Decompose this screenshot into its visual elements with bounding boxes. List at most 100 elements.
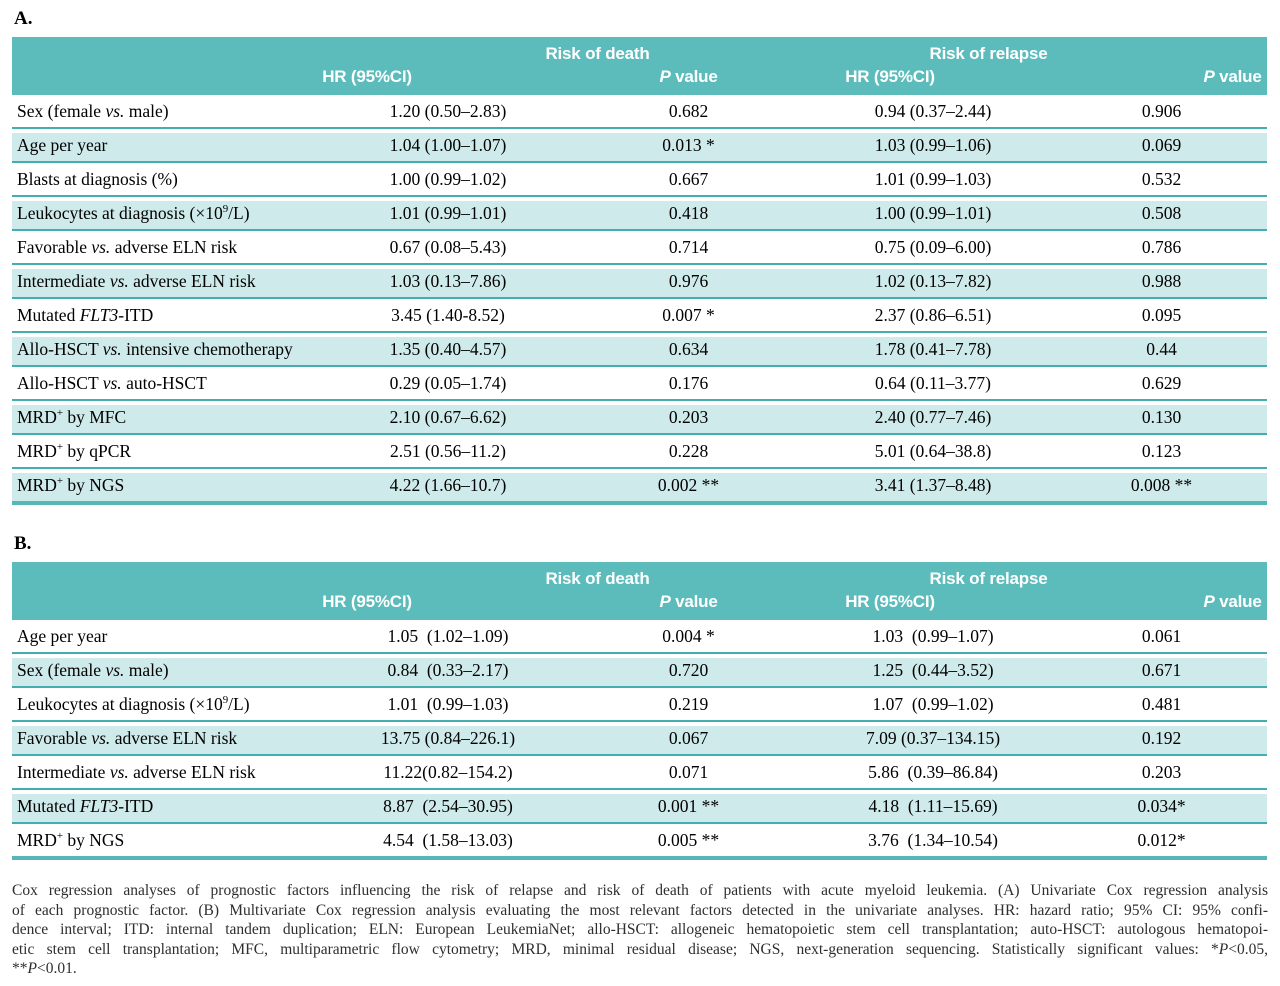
empty-corner-cell	[12, 590, 329, 620]
table-row: Leukocytes at diagnosis (×109/L) 1.01 (0.…	[12, 196, 1268, 231]
hr-death-value: 1.35 (0.40–4.57)	[329, 332, 567, 367]
p-relapse-value: 0.44	[1056, 332, 1268, 367]
col-header-hr-relapse: HR (95%CI)	[810, 65, 1057, 95]
hr-relapse-value: 2.40 (0.77–7.46)	[810, 400, 1057, 435]
col-header-p-death: P value	[567, 65, 811, 95]
col-header-p-death: P value	[567, 590, 811, 620]
p-death-value: 0.720	[567, 653, 811, 688]
table-row: Blasts at diagnosis (%) 1.00 (0.99–1.02) 0…	[12, 162, 1268, 197]
p-relapse-value: 0.123	[1056, 434, 1268, 469]
p-death-value: 0.682	[567, 95, 811, 129]
table-row: MRD+ by NGS 4.22 (1.66–10.7) 0.002 ** 3.41 …	[12, 468, 1268, 505]
p-relapse-value: 0.130	[1056, 400, 1268, 435]
hr-relapse-value: 1.03 (0.99–1.07)	[810, 620, 1057, 654]
table-row: Age per year 1.05 (1.02–1.09) 0.004 * 1.03 …	[12, 620, 1268, 654]
variable-label: MRD+ by NGS	[12, 823, 329, 860]
col-header-p-relapse: P value	[1056, 590, 1268, 620]
variable-label: Sex (female vs. male)	[12, 653, 329, 688]
hr-relapse-value: 4.18 (1.11–15.69)	[810, 789, 1057, 824]
hr-relapse-value: 7.09 (0.37–134.15)	[810, 721, 1057, 756]
p-relapse-value: 0.988	[1056, 264, 1268, 299]
hr-relapse-value: 1.25 (0.44–3.52)	[810, 653, 1057, 688]
p-relapse-value: 0.671	[1056, 653, 1268, 688]
table-row: Favorable vs. adverse ELN risk 13.75 (0.8…	[12, 721, 1268, 756]
p-relapse-value: 0.629	[1056, 366, 1268, 401]
variable-label: Blasts at diagnosis (%)	[12, 162, 329, 197]
empty-corner-cell	[12, 562, 329, 590]
hr-death-value: 1.20 (0.50–2.83)	[329, 95, 567, 129]
p-death-value: 0.203	[567, 400, 811, 435]
hr-death-value: 11.22(0.82–154.2)	[329, 755, 567, 790]
p-death-value: 0.002 **	[567, 468, 811, 505]
table-row: Favorable vs. adverse ELN risk 0.67 (0.08…	[12, 230, 1268, 265]
variable-label: Favorable vs. adverse ELN risk	[12, 721, 329, 756]
hr-relapse-value: 1.07 (0.99–1.02)	[810, 687, 1057, 722]
hr-death-value: 1.01 (0.99–1.01)	[329, 196, 567, 231]
p-death-value: 0.176	[567, 366, 811, 401]
hr-death-value: 0.84 (0.33–2.17)	[329, 653, 567, 688]
caption-line: dence interval; ITD: internal tandem dup…	[12, 921, 1268, 938]
empty-corner-cell	[12, 37, 329, 65]
table-row: Intermediate vs. adverse ELN risk 11.22(0…	[12, 755, 1268, 790]
table-row: MRD+ by qPCR 2.51 (0.56–11.2) 0.228 5.01 (0…	[12, 434, 1268, 469]
group-header-risk-of-relapse: Risk of relapse	[810, 37, 1268, 65]
table-a-header: Risk of death Risk of relapse HR (95%CI)…	[12, 37, 1268, 95]
table-row: Age per year 1.04 (1.00–1.07) 0.013 * 1.03 …	[12, 128, 1268, 163]
table-row: Sex (female vs. male) 1.20 (0.50–2.83) 0.6…	[12, 95, 1268, 129]
table-b-body: Age per year 1.05 (1.02–1.09) 0.004 * 1.03 …	[12, 620, 1268, 860]
hr-death-value: 13.75 (0.84–226.1)	[329, 721, 567, 756]
hr-death-value: 0.67 (0.08–5.43)	[329, 230, 567, 265]
p-death-value: 0.418	[567, 196, 811, 231]
hr-relapse-value: 1.01 (0.99–1.03)	[810, 162, 1057, 197]
hr-relapse-value: 5.86 (0.39–86.84)	[810, 755, 1057, 790]
hr-relapse-value: 1.02 (0.13–7.82)	[810, 264, 1057, 299]
p-relapse-value: 0.508	[1056, 196, 1268, 231]
hr-death-value: 2.10 (0.67–6.62)	[329, 400, 567, 435]
variable-label: Intermediate vs. adverse ELN risk	[12, 755, 329, 790]
p-death-value: 0.067	[567, 721, 811, 756]
col-header-hr-death: HR (95%CI)	[322, 65, 567, 95]
variable-label: Mutated FLT3-ITD	[12, 298, 329, 333]
variable-label: Intermediate vs. adverse ELN risk	[12, 264, 329, 299]
p-death-value: 0.004 *	[567, 620, 811, 654]
p-relapse-value: 0.192	[1056, 721, 1268, 756]
variable-label: MRD+ by qPCR	[12, 434, 329, 469]
hr-relapse-value: 1.78 (0.41–7.78)	[810, 332, 1057, 367]
p-death-value: 0.634	[567, 332, 811, 367]
empty-corner-cell	[12, 65, 329, 95]
table-row: Intermediate vs. adverse ELN risk 1.03 (0…	[12, 264, 1268, 299]
table-b-header: Risk of death Risk of relapse HR (95%CI)…	[12, 562, 1268, 620]
hr-relapse-value: 0.94 (0.37–2.44)	[810, 95, 1057, 129]
p-death-value: 0.013 *	[567, 128, 811, 163]
hr-death-value: 3.45 (1.40-8.52)	[329, 298, 567, 333]
p-death-value: 0.714	[567, 230, 811, 265]
hr-death-value: 1.04 (1.00–1.07)	[329, 128, 567, 163]
table-row: Sex (female vs. male) 0.84 (0.33–2.17) 0.7…	[12, 653, 1268, 688]
variable-label: Allo-HSCT vs. intensive chemotherapy	[12, 332, 329, 367]
p-relapse-value: 0.481	[1056, 687, 1268, 722]
multivariate-cox-table: Risk of death Risk of relapse HR (95%CI)…	[12, 562, 1268, 860]
variable-label: MRD+ by MFC	[12, 400, 329, 435]
hr-death-value: 1.00 (0.99–1.02)	[329, 162, 567, 197]
figure-caption: Cox regression analyses of prognostic fa…	[12, 881, 1268, 979]
variable-label: Allo-HSCT vs. auto-HSCT	[12, 366, 329, 401]
variable-label: Favorable vs. adverse ELN risk	[12, 230, 329, 265]
p-relapse-value: 0.532	[1056, 162, 1268, 197]
hr-death-value: 4.54 (1.58–13.03)	[329, 823, 567, 860]
table-row: Mutated FLT3-ITD 3.45 (1.40-8.52) 0.007 * 2…	[12, 298, 1268, 333]
hr-death-value: 2.51 (0.56–11.2)	[329, 434, 567, 469]
caption-line: of each prognostic factor. (B) Multivari…	[12, 901, 1268, 919]
col-header-hr-death: HR (95%CI)	[322, 590, 567, 620]
p-death-value: 0.001 **	[567, 789, 811, 824]
hr-death-value: 1.05 (1.02–1.09)	[329, 620, 567, 654]
hr-death-value: 8.87 (2.54–30.95)	[329, 789, 567, 824]
variable-label: Age per year	[12, 128, 329, 163]
p-relapse-value: 0.203	[1056, 755, 1268, 790]
variable-label: Age per year	[12, 620, 329, 654]
hr-relapse-value: 1.03 (0.99–1.06)	[810, 128, 1057, 163]
variable-label: Mutated FLT3-ITD	[12, 789, 329, 824]
caption-line: **P<0.01.	[12, 960, 77, 977]
hr-relapse-value: 3.41 (1.37–8.48)	[810, 468, 1057, 505]
p-death-value: 0.667	[567, 162, 811, 197]
